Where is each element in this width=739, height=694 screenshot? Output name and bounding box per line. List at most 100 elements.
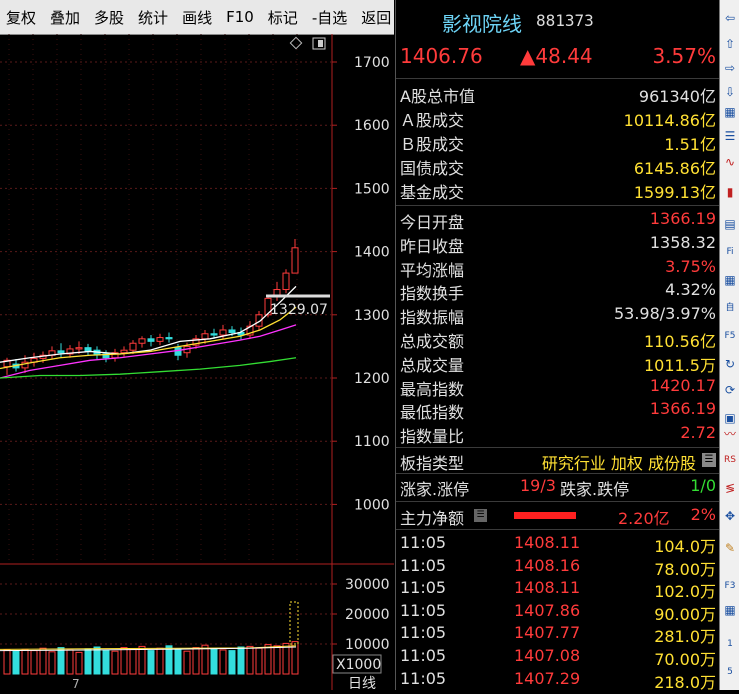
volume-bar xyxy=(282,642,290,675)
period-label: 日线 xyxy=(348,676,376,690)
f10-icon[interactable]: Fi xyxy=(726,247,734,257)
pencil-icon[interactable]: ✎ xyxy=(724,541,736,555)
f3-icon[interactable]: F3 xyxy=(724,581,736,591)
sort-icon[interactable]: ≶ xyxy=(724,481,736,495)
tick-price: 1408.11 xyxy=(514,578,581,598)
price-tick-label: 1400 xyxy=(354,245,390,261)
toolbar-multi-stock[interactable]: 多股 xyxy=(94,8,125,27)
toolbar-overlay[interactable]: 叠加 xyxy=(50,8,81,27)
volume-grid: 30000 20000 10000 xyxy=(0,577,390,653)
market-row: Ａ股成交 10114.86亿 xyxy=(396,106,720,130)
rss-icon[interactable]: RS xyxy=(724,455,736,465)
up-arrow-icon[interactable]: ⇧ xyxy=(724,37,736,51)
stat-row: 指数量比 2.72 xyxy=(396,422,720,446)
trend-icon[interactable]: 〰 xyxy=(723,427,736,441)
tick-row[interactable]: 11:05 1407.29 218.0万 xyxy=(396,668,720,692)
five-icon[interactable]: 5 xyxy=(727,667,733,677)
volume-bar xyxy=(102,649,110,675)
toolbar-mark[interactable]: 标记 xyxy=(267,8,298,27)
tick-row[interactable]: 11:05 1407.08 70.00万 xyxy=(396,645,720,669)
volume-bar xyxy=(57,647,65,675)
chart-toolbar: 复权 叠加 多股 统计 画线 F10 标记 -自选 返回 xyxy=(0,0,394,35)
current-price: 1406.76 xyxy=(400,44,483,68)
one-icon[interactable]: 1 xyxy=(727,639,733,649)
stat-label: 最低指数 xyxy=(400,403,465,423)
main-net-row: 主力净额 ☰ 2.20亿 2% xyxy=(396,504,720,528)
volume-bar xyxy=(3,649,11,675)
stat-row: 今日开盘 1366.19 xyxy=(396,208,720,232)
stat-value: 53.98/3.97% xyxy=(613,304,716,324)
toolbar-draw-line[interactable]: 画线 xyxy=(182,8,213,27)
stat-row: 平均涨幅 3.75% xyxy=(396,256,720,280)
volume-bar xyxy=(48,651,56,675)
tick-row[interactable]: 11:05 1408.11 102.0万 xyxy=(396,577,720,601)
divider xyxy=(396,78,720,79)
line-chart-icon[interactable]: ∿ xyxy=(724,155,736,169)
tick-volume: 104.0万 xyxy=(654,537,716,556)
candle-body xyxy=(120,349,128,354)
tick-row[interactable]: 11:05 1407.86 90.00万 xyxy=(396,600,720,624)
candle-body xyxy=(282,272,290,291)
refresh-icon[interactable]: ⟳ xyxy=(724,383,736,397)
list-icon[interactable]: ☰ xyxy=(702,453,716,467)
tick-row[interactable]: 11:05 1407.77 281.0万 xyxy=(396,622,720,646)
volume-bar xyxy=(201,644,209,675)
grid-icon[interactable]: ▤ xyxy=(724,217,736,231)
side-toolbar: ⇦ ⇧ ⇨ ⇩ ▦ ☰ ∿ ▮ ▤ Fi ▦ 自 F5 ↻ ⟳ ▣ 〰 RS ≶… xyxy=(719,0,739,690)
move-icon[interactable]: ✥ xyxy=(724,509,736,523)
market-value: 961340亿 xyxy=(638,87,716,106)
stat-label: 昨日收盘 xyxy=(400,236,465,256)
kline-chart-canvas[interactable]: 1700 1600 1500 1400 1300 1200 1100 1000 1329.07… xyxy=(0,34,394,692)
table-icon[interactable]: ▦ xyxy=(724,603,736,617)
volume-bar xyxy=(66,649,74,675)
sync-icon[interactable]: ↻ xyxy=(724,357,736,371)
candle-body xyxy=(165,337,173,340)
f5-icon[interactable]: F5 xyxy=(724,331,736,341)
price-tick-label: 1200 xyxy=(354,371,390,387)
price-tick-label: 1600 xyxy=(354,118,390,134)
table-icon[interactable]: ▦ xyxy=(724,105,736,119)
ma10-line xyxy=(0,306,297,370)
diamond-icon[interactable] xyxy=(289,36,303,50)
right-arrow-icon[interactable]: ⇨ xyxy=(724,61,736,75)
up-count-value: 19/3 xyxy=(520,476,556,495)
volume-bars xyxy=(0,641,299,675)
up-count-label: 涨家.涨停 xyxy=(400,480,470,499)
toolbar-restore-rights[interactable]: 复权 xyxy=(6,8,37,27)
tick-row[interactable]: 11:05 1408.16 78.00万 xyxy=(396,555,720,579)
list-icon[interactable]: ☰ xyxy=(474,509,487,522)
market-label: 国债成交 xyxy=(400,159,465,178)
window-toggle-icon[interactable] xyxy=(312,37,326,50)
back-arrow-icon[interactable]: ⇦ xyxy=(724,11,736,25)
price-tick-label: 1500 xyxy=(354,181,390,197)
candle-body xyxy=(174,347,182,356)
list-icon[interactable]: ☰ xyxy=(724,129,736,143)
panel-icon[interactable]: ▣ xyxy=(724,411,736,425)
candle-body xyxy=(219,329,227,336)
tick-volume: 281.0万 xyxy=(654,627,716,647)
tick-row[interactable]: 11:05 1408.11 104.0万 xyxy=(396,532,720,556)
toolbar-remove-watchlist[interactable]: -自选 xyxy=(311,8,348,27)
divider xyxy=(396,473,720,474)
ma60-line xyxy=(0,357,297,379)
candle-icon[interactable]: ▮ xyxy=(726,185,734,199)
table-icon[interactable]: ▦ xyxy=(724,273,736,287)
toolbar-statistics[interactable]: 统计 xyxy=(138,8,169,27)
volume-bar xyxy=(174,648,182,675)
price-tick-label: 1000 xyxy=(354,497,390,513)
stat-label: 指数量比 xyxy=(400,427,465,447)
volume-bar xyxy=(183,650,191,675)
price-change: ▲48.44 xyxy=(520,44,593,68)
volume-bar xyxy=(12,650,20,675)
tick-volume: 90.00万 xyxy=(654,604,716,624)
market-row: 基金成交 1599.13亿 xyxy=(396,178,720,202)
kline-chart[interactable]: 1700 1600 1500 1400 1300 1200 1100 1000 1329.07… xyxy=(0,34,394,692)
price-axis: 1700 1600 1500 1400 1300 1200 1100 1000 xyxy=(332,55,390,513)
down-arrow-icon[interactable]: ⇩ xyxy=(724,85,736,99)
toolbar-back[interactable]: 返回 xyxy=(361,8,392,27)
self-select-icon[interactable]: 自 xyxy=(725,303,735,313)
current-volume-bar xyxy=(289,601,299,645)
divider xyxy=(396,205,720,206)
toolbar-f10[interactable]: F10 xyxy=(226,8,254,26)
tick-volume: 102.0万 xyxy=(654,582,716,602)
